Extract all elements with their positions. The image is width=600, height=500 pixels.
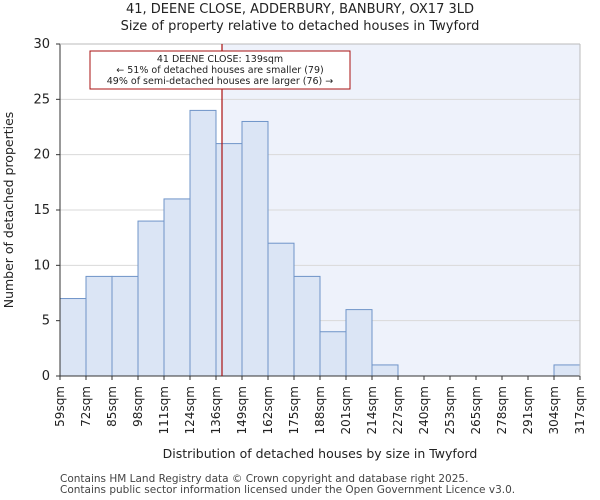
- y-tick-label: 20: [33, 148, 50, 163]
- y-axis-title: Number of detached properties: [1, 112, 16, 309]
- y-tick-label: 25: [33, 92, 50, 107]
- x-tick-label: 85sqm: [105, 386, 119, 427]
- x-tick-label: 317sqm: [573, 386, 587, 434]
- histogram-bar: [319, 331, 347, 377]
- histogram-bar: [267, 242, 295, 377]
- x-tick-label: 149sqm: [235, 386, 249, 434]
- chart-subtitle: Size of property relative to detached ho…: [120, 19, 480, 34]
- histogram-bar: [59, 298, 87, 377]
- x-tick-label: 98sqm: [131, 386, 145, 427]
- x-tick-label: 124sqm: [183, 386, 197, 434]
- y-tick-label: 15: [33, 203, 50, 218]
- x-tick-label: 162sqm: [261, 386, 275, 434]
- x-tick-label: 227sqm: [391, 386, 405, 434]
- chart-title: 41, DEENE CLOSE, ADDERBURY, BANBURY, OX1…: [125, 2, 475, 17]
- histogram-bar: [345, 309, 373, 377]
- y-tick-label: 10: [33, 258, 50, 273]
- x-tick-label: 214sqm: [365, 386, 379, 434]
- annotation-text: 41 DEENE CLOSE: 139sqm: [157, 54, 283, 65]
- annotation-text: ← 51% of detached houses are smaller (79…: [116, 65, 323, 76]
- histogram-bar: [215, 143, 243, 377]
- annotation-text: 49% of semi-detached houses are larger (…: [107, 76, 334, 87]
- histogram-bar: [111, 275, 139, 377]
- x-tick-label: 111sqm: [157, 386, 171, 434]
- x-tick-label: 240sqm: [417, 386, 431, 434]
- footer-copyright: Contains HM Land Registry data © Crown c…: [60, 473, 469, 485]
- histogram-bar: [137, 220, 165, 377]
- histogram-bar: [293, 275, 321, 377]
- x-tick-label: 59sqm: [53, 386, 67, 427]
- x-tick-label: 175sqm: [287, 386, 301, 434]
- x-tick-label: 201sqm: [339, 386, 353, 434]
- x-tick-label: 278sqm: [495, 386, 509, 434]
- x-tick-label: 72sqm: [79, 386, 93, 427]
- histogram-bar: [163, 198, 191, 377]
- annotation-box: [89, 50, 351, 90]
- histogram-bar: [85, 275, 113, 377]
- x-tick-label: 304sqm: [547, 386, 561, 434]
- footer-licence: Contains public sector information licen…: [60, 484, 516, 496]
- histogram-bar: [553, 364, 581, 377]
- y-tick-label: 5: [42, 314, 50, 329]
- histogram-bar: [241, 120, 269, 377]
- x-tick-label: 136sqm: [209, 386, 223, 434]
- x-tick-label: 291sqm: [521, 386, 535, 434]
- x-axis-title: Distribution of detached houses by size …: [163, 446, 478, 461]
- histogram-bar: [371, 364, 399, 377]
- y-tick-label: 0: [42, 369, 50, 384]
- y-tick-label: 30: [33, 37, 50, 52]
- x-tick-label: 188sqm: [313, 386, 327, 434]
- x-tick-label: 253sqm: [443, 386, 457, 434]
- x-tick-label: 265sqm: [469, 386, 483, 434]
- histogram-bar: [189, 109, 217, 377]
